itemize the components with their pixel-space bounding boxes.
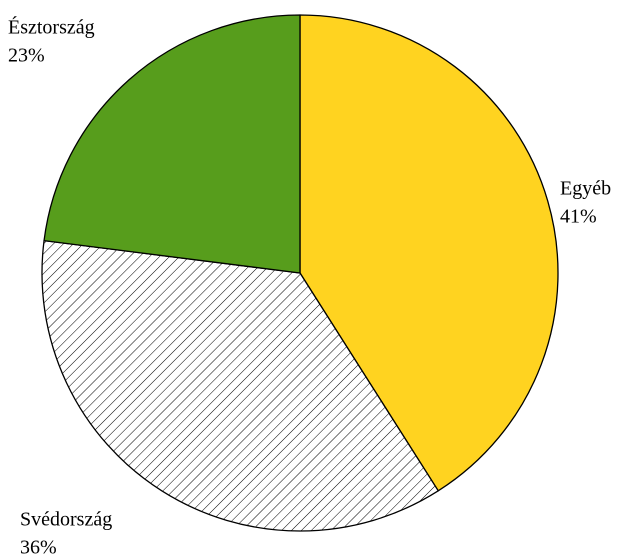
slice-label: Svédország	[20, 509, 112, 531]
slice-label: Észtország	[8, 16, 95, 39]
pie-slice	[41, 240, 439, 532]
pie-slice	[299, 14, 559, 492]
slice-value-label: 23%	[8, 45, 45, 67]
slice-label: Egyéb	[560, 178, 611, 200]
slice-value-label: 41%	[560, 206, 597, 228]
pie-slice	[43, 14, 301, 274]
slice-value-label: 36%	[20, 537, 57, 559]
